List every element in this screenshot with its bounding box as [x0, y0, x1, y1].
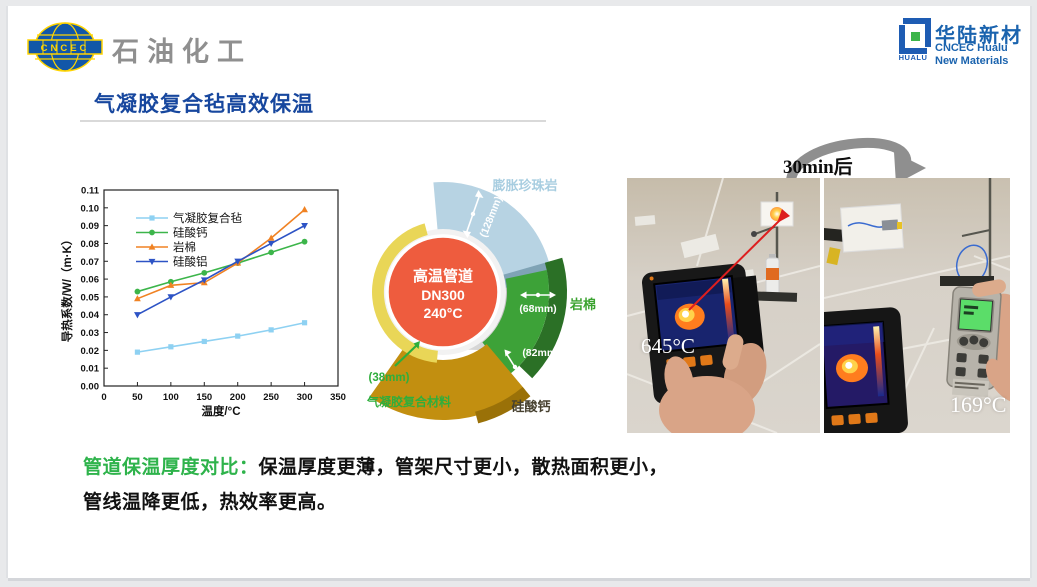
- layer-thickness-calcium-silicate: (82mm): [522, 347, 559, 359]
- svg-text:0.08: 0.08: [81, 239, 100, 250]
- pipe-label-line3: 240°C: [423, 305, 462, 321]
- hualu-name-en2: New Materials: [935, 55, 1009, 67]
- svg-text:0.04: 0.04: [81, 310, 100, 321]
- time-arrow-label: 30min后: [783, 157, 853, 178]
- svg-text:温度/°C: 温度/°C: [201, 404, 240, 418]
- thermal-camera-2: [824, 307, 908, 433]
- layer-label-perlite: 膨胀珍珠岩: [491, 178, 557, 193]
- svg-text:350: 350: [330, 392, 346, 403]
- svg-text:岩棉: 岩棉: [173, 240, 196, 254]
- hualu-mark-text: HUALU: [898, 53, 928, 62]
- svg-text:200: 200: [230, 392, 246, 403]
- hualu-name-cn: 华陆新材: [935, 25, 1023, 47]
- layer-label-rockwool: 岩棉: [569, 297, 596, 312]
- thickness-arrowheads: [462, 190, 556, 384]
- photo-before-scene: [627, 178, 820, 433]
- page-title: 气凝胶复合毡高效保温: [94, 93, 314, 116]
- svg-text:0.07: 0.07: [81, 257, 100, 268]
- pipe-insulation-diagram: 高温管道 DN300 240°C 膨胀珍珠岩 (128mm) 岩棉 (68mm)…: [366, 178, 596, 424]
- photo-before: 645°C: [627, 178, 820, 433]
- svg-text:100: 100: [163, 392, 179, 403]
- aerogel-pointer-arrow: [394, 344, 418, 367]
- cncec-logo: CNCEC: [26, 20, 104, 74]
- layer-label-calcium-silicate: 硅酸钙: [511, 399, 550, 414]
- svg-text:硅酸钙: 硅酸钙: [173, 226, 208, 240]
- title-divider: [80, 120, 546, 122]
- svg-text:0.03: 0.03: [81, 328, 100, 339]
- svg-text:50: 50: [132, 392, 143, 403]
- curved-arrow-icon: [785, 137, 926, 187]
- cncec-logo-text: CNCEC: [41, 43, 90, 54]
- comparison-text-body: 保温厚度更薄，管架尺寸更小，散热面积更小，管线温降更低，热效率更高。: [83, 457, 669, 513]
- comparison-text: 管道保温厚度对比：保温厚度更薄，管架尺寸更小，散热面积更小，管线温降更低，热效率…: [83, 450, 675, 520]
- pipe-label-line1: 高温管道: [413, 267, 473, 285]
- hualu-name-en1: CNCEC Hualu: [935, 42, 1008, 54]
- svg-text:300: 300: [297, 392, 313, 403]
- svg-text:0.06: 0.06: [81, 275, 100, 286]
- after-temperature-label: 169°C: [950, 392, 1007, 417]
- pipe-label-line2: DN300: [421, 287, 465, 303]
- comparison-text-highlight: 管道保温厚度对比：: [83, 457, 259, 478]
- svg-text:250: 250: [263, 392, 279, 403]
- svg-text:0.01: 0.01: [81, 364, 100, 375]
- laser-pointer-arrow: [688, 217, 783, 311]
- svg-text:0.00: 0.00: [81, 382, 100, 393]
- slide-canvas: CNCEC 石油化工 HUALU 华陆新材 CNCEC Hualu New Ma…: [8, 6, 1030, 578]
- svg-text:导热系数/W/（m·K）: 导热系数/W/（m·K）: [60, 234, 74, 343]
- svg-text:0.10: 0.10: [81, 203, 100, 214]
- svg-text:0.09: 0.09: [81, 221, 100, 232]
- photo-after: 169°C: [824, 178, 1010, 433]
- svg-text:150: 150: [196, 392, 212, 403]
- cncec-globe-icon: CNCEC: [27, 22, 103, 72]
- layer-thickness-rockwool: (68mm): [519, 303, 556, 315]
- svg-text:0: 0: [101, 392, 106, 403]
- division-title: 石油化工: [112, 37, 252, 67]
- thermal-conductivity-chart: 0 50 100 150 200 250 300 350 0.00 0.01 0.02 0.03 0.0…: [60, 186, 346, 419]
- svg-text:0.02: 0.02: [81, 346, 100, 357]
- svg-text:0.05: 0.05: [81, 292, 100, 303]
- layer-label-aerogel: 气凝胶复合材料: [366, 394, 451, 409]
- hualu-mark-icon: [899, 18, 931, 54]
- photo-after-scene: [824, 178, 1010, 433]
- time-arrow: 30min后: [775, 126, 935, 190]
- layer-thickness-aerogel: (38mm): [369, 372, 410, 384]
- svg-text:气凝胶复合毡: 气凝胶复合毡: [173, 211, 242, 225]
- svg-text:0.11: 0.11: [81, 186, 100, 197]
- before-temperature-label: 645°C: [641, 334, 695, 358]
- svg-text:硅酸铝: 硅酸铝: [173, 255, 208, 269]
